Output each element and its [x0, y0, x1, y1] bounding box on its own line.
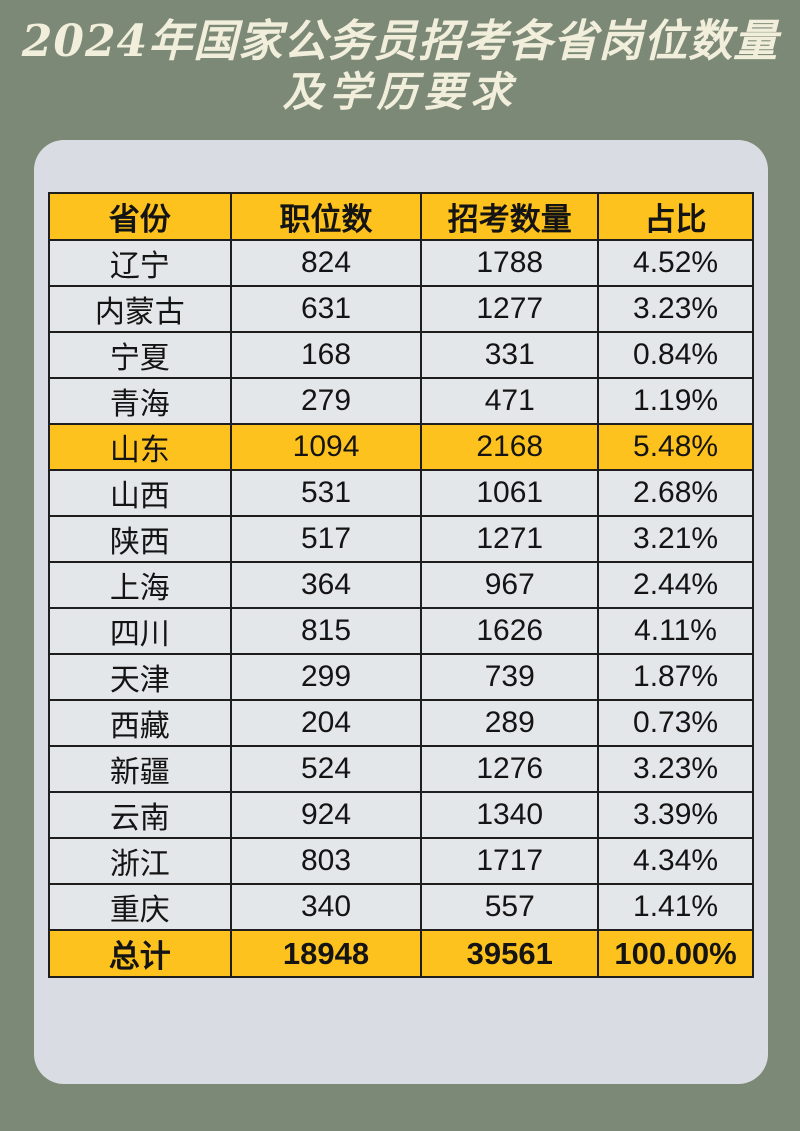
total-cell-share: 100.00% [597, 929, 754, 978]
cell-recruits: 1276 [420, 745, 600, 793]
cell-share: 3.39% [597, 791, 754, 839]
cell-positions: 631 [229, 285, 423, 333]
cell-recruits: 1277 [420, 285, 600, 333]
cell-province: 新疆 [48, 745, 232, 793]
cell-share: 1.41% [597, 883, 754, 931]
table-body: 辽宁 824 1788 4.52% 内蒙古 631 1277 3.23% 宁夏 168 331 0.8… [48, 239, 754, 978]
table-row: 宁夏 168 331 0.84% [48, 331, 754, 379]
table-row: 新疆 524 1276 3.23% [48, 745, 754, 793]
cell-recruits: 331 [420, 331, 600, 379]
cell-province: 青海 [48, 377, 232, 425]
total-cell-recruits: 39561 [420, 929, 600, 978]
cell-province: 西藏 [48, 699, 232, 747]
total-cell-positions: 18948 [229, 929, 423, 978]
cell-positions: 803 [229, 837, 423, 885]
cell-share: 0.84% [597, 331, 754, 379]
page-title-line-2: 及学历要求 [282, 68, 518, 117]
cell-positions: 299 [229, 653, 423, 701]
cell-share: 2.44% [597, 561, 754, 609]
cell-recruits: 1061 [420, 469, 600, 517]
table-header-row: 省份 职位数 招考数量 占比 [48, 192, 754, 241]
cell-share: 4.11% [597, 607, 754, 655]
table-row: 天津 299 739 1.87% [48, 653, 754, 701]
table-row: 重庆 340 557 1.41% [48, 883, 754, 931]
cell-positions: 279 [229, 377, 423, 425]
table-row: 内蒙古 631 1277 3.23% [48, 285, 754, 333]
cell-province: 山东 [48, 423, 232, 471]
column-header: 省份 [48, 192, 232, 241]
cell-province: 内蒙古 [48, 285, 232, 333]
table-row: 云南 924 1340 3.39% [48, 791, 754, 839]
table-row: 青海 279 471 1.19% [48, 377, 754, 425]
cell-recruits: 1717 [420, 837, 600, 885]
cell-province: 宁夏 [48, 331, 232, 379]
cell-share: 2.68% [597, 469, 754, 517]
cell-positions: 531 [229, 469, 423, 517]
column-header: 职位数 [229, 192, 423, 241]
cell-province: 山西 [48, 469, 232, 517]
cell-share: 4.52% [597, 239, 754, 287]
cell-positions: 824 [229, 239, 423, 287]
cell-recruits: 1788 [420, 239, 600, 287]
cell-share: 0.73% [597, 699, 754, 747]
cell-recruits: 2168 [420, 423, 600, 471]
page-title: 2024年国家公务员招考各省岗位数量 及学历要求 [0, 12, 800, 114]
cell-positions: 1094 [229, 423, 423, 471]
table-row: 上海 364 967 2.44% [48, 561, 754, 609]
cell-recruits: 471 [420, 377, 600, 425]
table-row: 辽宁 824 1788 4.52% [48, 239, 754, 287]
cell-recruits: 739 [420, 653, 600, 701]
table-row: 陕西 517 1271 3.21% [48, 515, 754, 563]
cell-positions: 524 [229, 745, 423, 793]
table-row: 西藏 204 289 0.73% [48, 699, 754, 747]
cell-share: 4.34% [597, 837, 754, 885]
cell-recruits: 557 [420, 883, 600, 931]
cell-recruits: 1626 [420, 607, 600, 655]
cell-positions: 204 [229, 699, 423, 747]
cell-positions: 364 [229, 561, 423, 609]
table-row: 山东 1094 2168 5.48% [48, 423, 754, 471]
column-header: 招考数量 [420, 192, 600, 241]
cell-province: 四川 [48, 607, 232, 655]
cell-positions: 924 [229, 791, 423, 839]
cell-province: 天津 [48, 653, 232, 701]
cell-share: 3.23% [597, 745, 754, 793]
cell-province: 辽宁 [48, 239, 232, 287]
cell-province: 陕西 [48, 515, 232, 563]
cell-province: 上海 [48, 561, 232, 609]
cell-share: 1.87% [597, 653, 754, 701]
table-card: 省份 职位数 招考数量 占比 辽宁 824 1788 4.52% 内蒙古 631 1277 3.23… [34, 140, 768, 1084]
cell-recruits: 967 [420, 561, 600, 609]
total-label: 总计 [48, 929, 232, 978]
cell-recruits: 289 [420, 699, 600, 747]
page-title-line-1: 2024年国家公务员招考各省岗位数量 [21, 16, 779, 67]
table-row: 山西 531 1061 2.68% [48, 469, 754, 517]
cell-positions: 815 [229, 607, 423, 655]
cell-share: 1.19% [597, 377, 754, 425]
cell-province: 浙江 [48, 837, 232, 885]
cell-recruits: 1271 [420, 515, 600, 563]
table-row: 四川 815 1626 4.11% [48, 607, 754, 655]
cell-province: 重庆 [48, 883, 232, 931]
column-header: 占比 [597, 192, 754, 241]
cell-share: 3.21% [597, 515, 754, 563]
cell-recruits: 1340 [420, 791, 600, 839]
table-row: 浙江 803 1717 4.34% [48, 837, 754, 885]
cell-share: 3.23% [597, 285, 754, 333]
cell-positions: 168 [229, 331, 423, 379]
cell-positions: 340 [229, 883, 423, 931]
cell-positions: 517 [229, 515, 423, 563]
province-table: 省份 职位数 招考数量 占比 辽宁 824 1788 4.52% 内蒙古 631 1277 3.23… [48, 192, 754, 978]
cell-province: 云南 [48, 791, 232, 839]
cell-share: 5.48% [597, 423, 754, 471]
total-row: 总计 18948 39561 100.00% [48, 929, 754, 978]
